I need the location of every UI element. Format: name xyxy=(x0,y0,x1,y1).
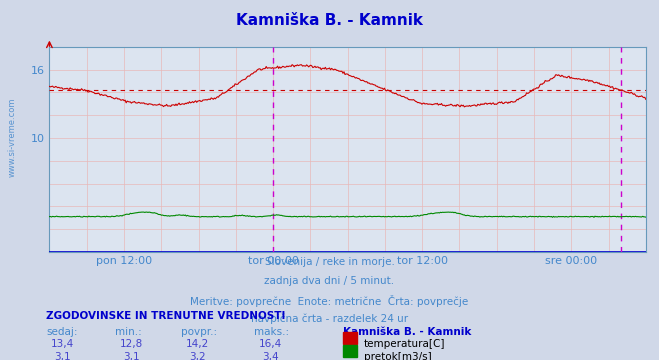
Text: sedaj:: sedaj: xyxy=(46,327,78,337)
Text: zadnja dva dni / 5 minut.: zadnja dva dni / 5 minut. xyxy=(264,276,395,286)
Text: maks.:: maks.: xyxy=(254,327,289,337)
Text: min.:: min.: xyxy=(115,327,142,337)
Text: pretok[m3/s]: pretok[m3/s] xyxy=(364,352,432,360)
Text: 3,2: 3,2 xyxy=(189,352,206,360)
Text: 3,1: 3,1 xyxy=(54,352,71,360)
Text: temperatura[C]: temperatura[C] xyxy=(364,339,445,349)
Text: ZGODOVINSKE IN TRENUTNE VREDNOSTI: ZGODOVINSKE IN TRENUTNE VREDNOSTI xyxy=(46,311,285,321)
Text: 12,8: 12,8 xyxy=(120,339,144,349)
Text: 3,1: 3,1 xyxy=(123,352,140,360)
Text: www.si-vreme.com: www.si-vreme.com xyxy=(8,97,17,176)
Text: Kamniška B. - Kamnik: Kamniška B. - Kamnik xyxy=(236,13,423,28)
Text: navpična črta - razdelek 24 ur: navpična črta - razdelek 24 ur xyxy=(251,314,408,324)
Text: 16,4: 16,4 xyxy=(258,339,282,349)
Text: 14,2: 14,2 xyxy=(186,339,210,349)
Text: Meritve: povprečne  Enote: metrične  Črta: povprečje: Meritve: povprečne Enote: metrične Črta:… xyxy=(190,295,469,307)
Text: 3,4: 3,4 xyxy=(262,352,279,360)
Text: 13,4: 13,4 xyxy=(51,339,74,349)
Text: povpr.:: povpr.: xyxy=(181,327,217,337)
Text: Kamniška B. - Kamnik: Kamniška B. - Kamnik xyxy=(343,327,471,337)
Text: Slovenija / reke in morje.: Slovenija / reke in morje. xyxy=(264,257,395,267)
